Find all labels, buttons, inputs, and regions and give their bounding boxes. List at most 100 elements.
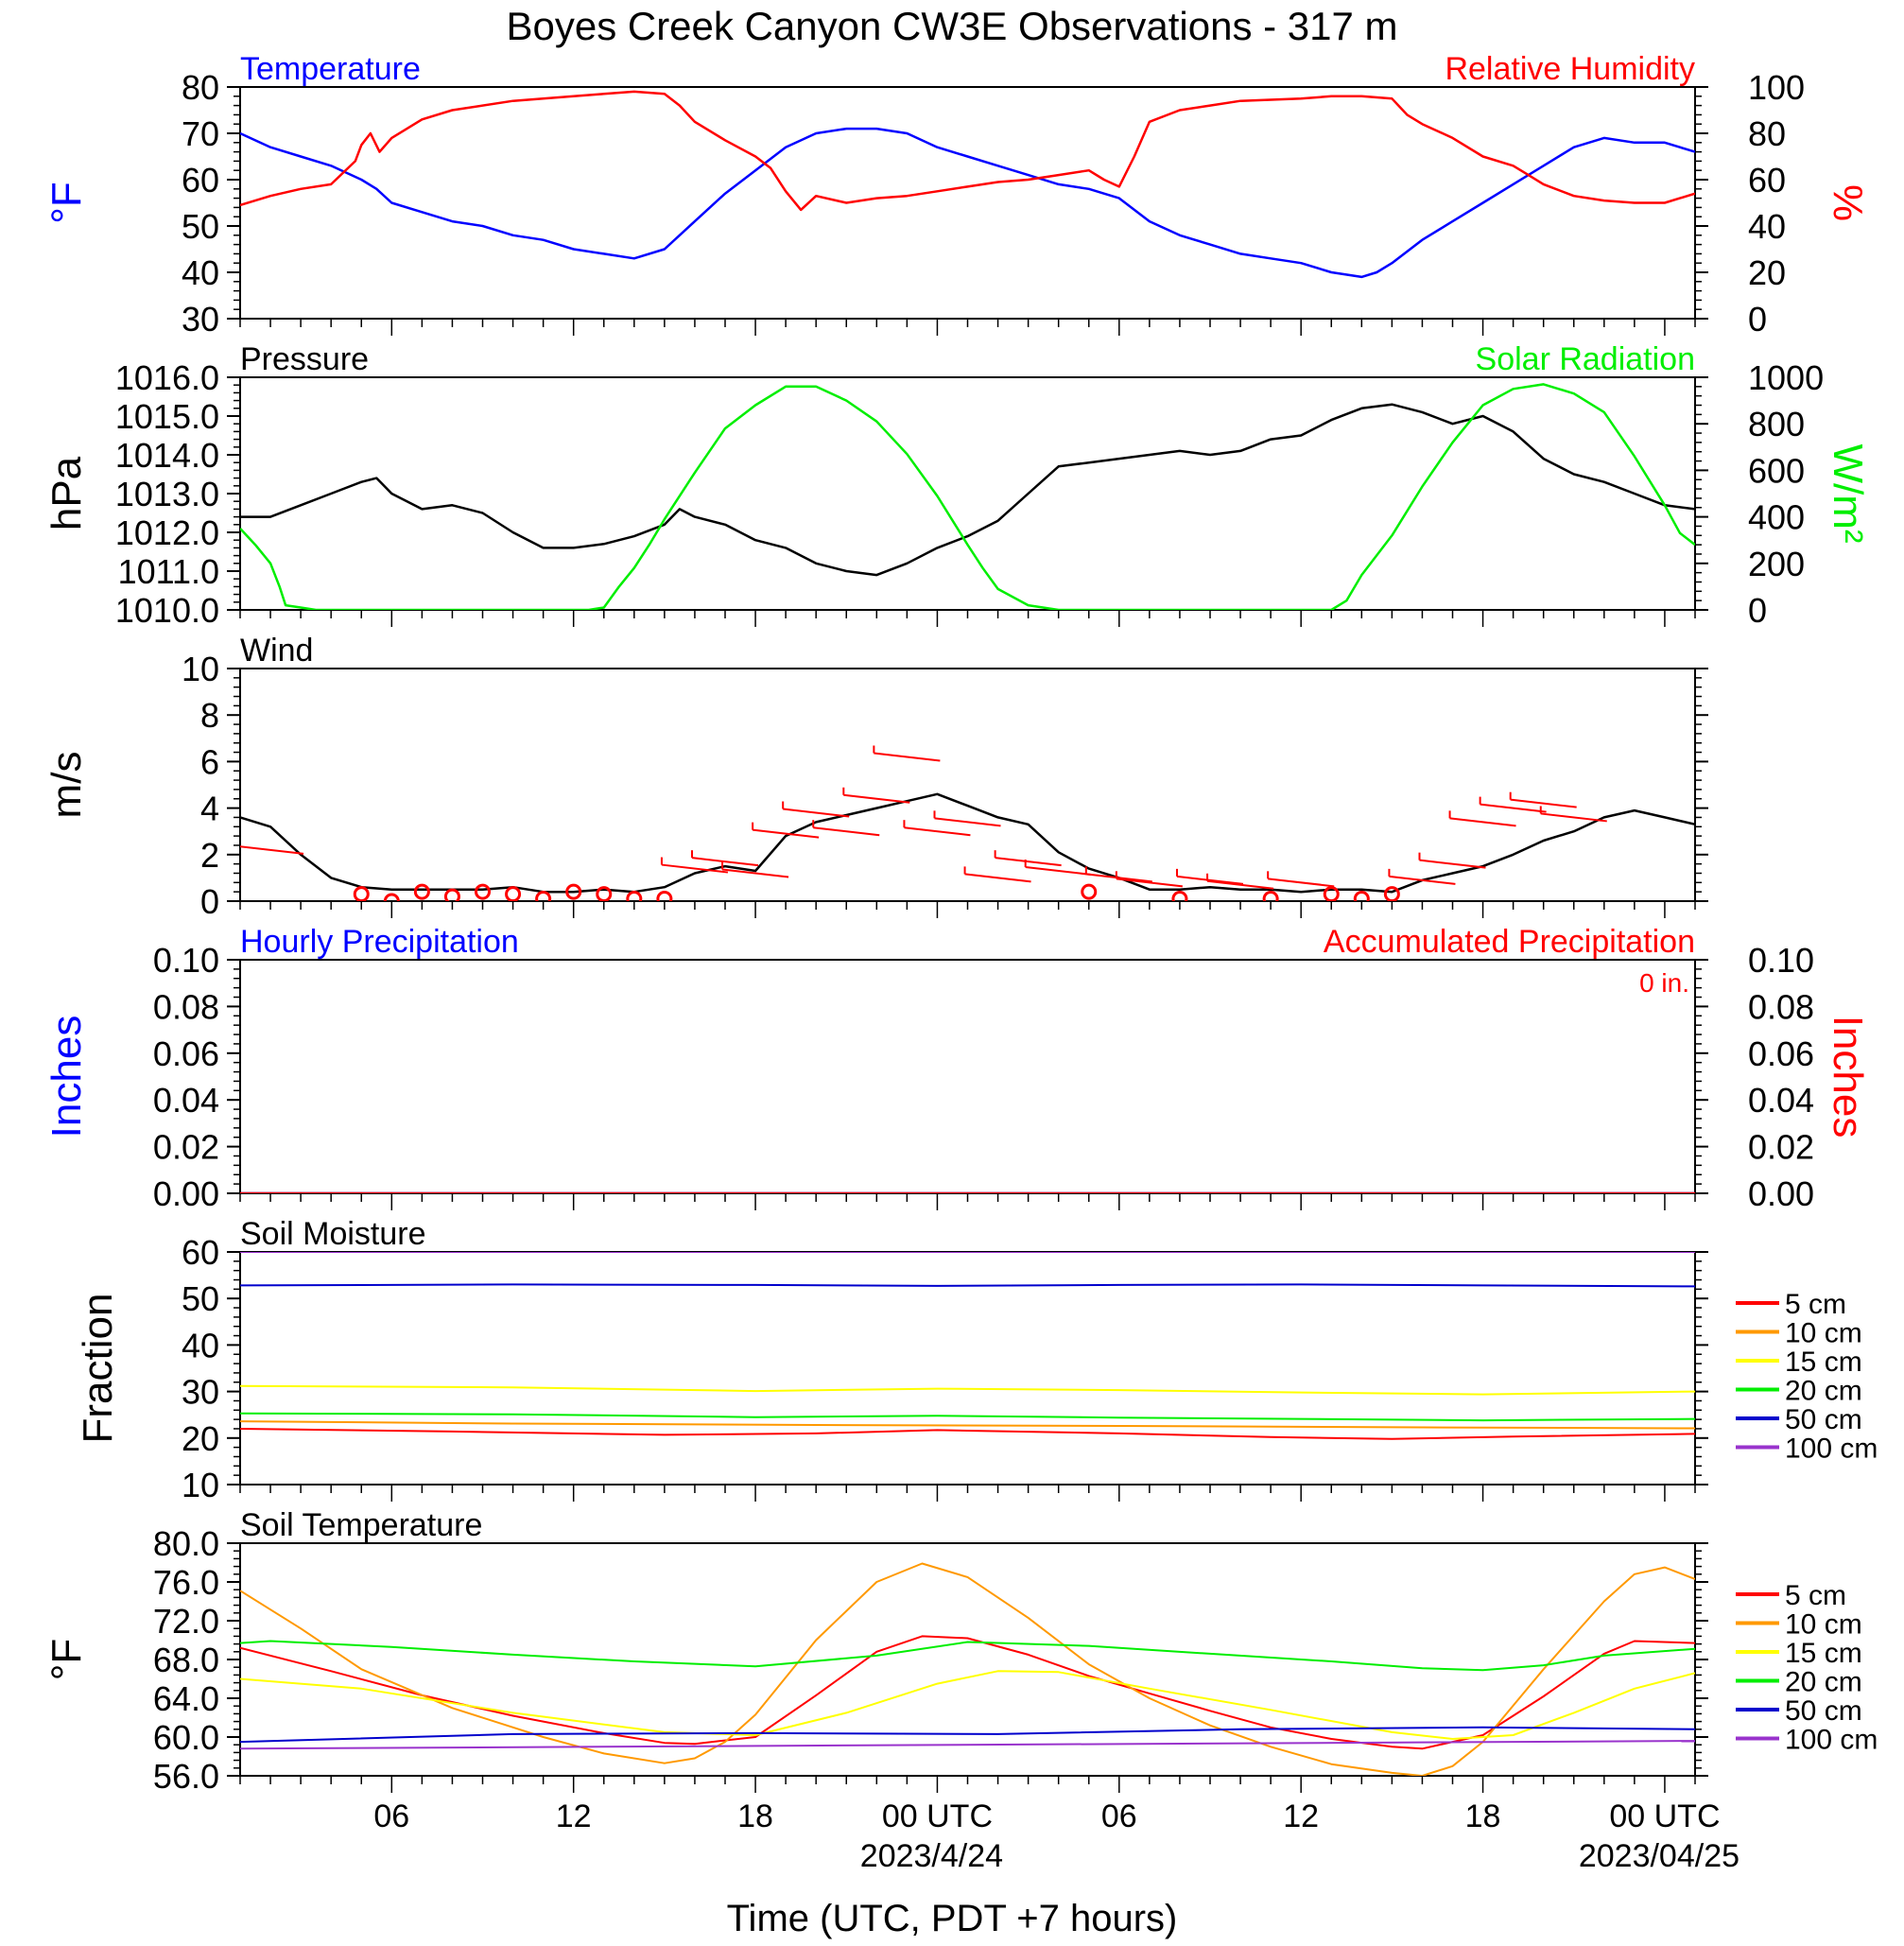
y-tick-label: 0.08 [153, 987, 219, 1026]
panel-title-left: Soil Moisture [240, 1216, 426, 1252]
y-tick-label: 1011.0 [118, 552, 219, 591]
wind-barb-calm [475, 883, 491, 900]
wind-barb-shaft [934, 817, 1001, 827]
wind-barb-shaft [1480, 803, 1547, 813]
y-tick-label: 1015.0 [115, 397, 219, 436]
wind-barb-shaft [1085, 873, 1152, 883]
figure-title: Boyes Creek Canyon CW3E Observations - 3… [506, 4, 1397, 48]
y-right-tick-label: 80 [1748, 114, 1786, 153]
series-group [240, 745, 1695, 901]
series-temperature [240, 127, 1695, 279]
time-axis: 06 12 18 00 UTC 06 12 18 00 UTC 2023/4/24 2023/04… [373, 1798, 1740, 1874]
x-tick-label: 00 UTC [882, 1798, 993, 1834]
y-right-tick-label: 60 [1748, 161, 1786, 200]
y-unit-left: Inches [43, 1016, 90, 1138]
series-20-cm [240, 1640, 1695, 1672]
y-unit-right: Inches [1825, 1016, 1871, 1138]
wind-barb-shaft [661, 863, 729, 874]
wind-barb-shaft [753, 828, 820, 839]
panel-temperature-humidity: 80 70 60 50 40 30 100 80 60 40 20 0 Temperature Relat… [43, 51, 1871, 339]
y-tick-label: 80.0 [153, 1524, 219, 1563]
x-tick-label: 00 UTC [1609, 1798, 1720, 1834]
series-relative-humidity [240, 90, 1695, 212]
y-tick-label: 1014.0 [115, 436, 219, 475]
y-tick-label: 60 [182, 1233, 219, 1272]
y-right-tick-label: 0 [1748, 591, 1767, 630]
panel-pressure-solar: 1016.01015.01014.01013.01012.01011.01010… [43, 341, 1871, 630]
panel-title-left: Temperature [240, 51, 421, 87]
panel-title-right: Solar Radiation [1476, 341, 1695, 377]
wind-barb-shaft [1206, 879, 1274, 890]
series-pressure [240, 403, 1695, 577]
wind-barb-shaft [783, 808, 850, 818]
wind-barb-shaft [995, 857, 1062, 867]
y-right-tick-label: 1000 [1748, 358, 1824, 397]
y-tick-label: 50 [182, 207, 219, 246]
legend-label: 50 cm [1785, 1404, 1862, 1435]
series-group [240, 383, 1695, 610]
wind-barb-shaft [1449, 817, 1516, 827]
wind-barb-shaft [1176, 875, 1244, 885]
series-100-cm [240, 1740, 1695, 1750]
x-tick-label: 18 [737, 1798, 773, 1834]
wind-barb-calm [1262, 891, 1279, 901]
y-tick-label: 20 [182, 1419, 219, 1458]
y-right-tick-label: 0.00 [1748, 1174, 1814, 1213]
y-tick-label: 0.04 [153, 1081, 219, 1120]
wind-barb-shaft [1268, 877, 1335, 888]
plot-frame [239, 86, 1696, 320]
wind-barb-shaft [240, 845, 304, 855]
legend-label: 100 cm [1785, 1433, 1878, 1465]
y-unit-left: m/s [43, 752, 90, 819]
panel-title-left: Wind [240, 633, 313, 669]
legend-label: 50 cm [1785, 1695, 1862, 1727]
wind-barb-calm [565, 883, 582, 900]
y-tick-label: 50 [182, 1279, 219, 1318]
legend-label: 5 cm [1785, 1580, 1846, 1611]
wind-barb-calm [1081, 883, 1098, 900]
legend-label: 20 cm [1785, 1376, 1862, 1407]
y-tick-label: 70 [182, 114, 219, 153]
series-group [240, 1562, 1695, 1776]
y-unit-left: Fraction [75, 1294, 121, 1444]
y-right-tick-label: 0 [1748, 300, 1767, 339]
y-tick-label: 0.00 [153, 1174, 219, 1213]
legend-label: 100 cm [1785, 1725, 1878, 1756]
y-tick-label: 68.0 [153, 1641, 219, 1679]
wind-barb-shaft [1419, 859, 1486, 869]
y-tick-label: 56.0 [153, 1757, 219, 1796]
y-tick-label: 6 [200, 742, 219, 781]
panel-annotation: 0 in. [1639, 968, 1689, 998]
panel-title-left: Pressure [240, 341, 369, 377]
panel-title-left: Soil Temperature [240, 1507, 482, 1543]
x-date-label: 2023/4/24 [860, 1838, 1003, 1874]
y-tick-label: 0.10 [153, 941, 219, 980]
wind-barb-calm [383, 893, 400, 901]
y-tick-label: 1013.0 [115, 475, 219, 513]
y-right-tick-label: 0.04 [1748, 1081, 1814, 1120]
y-right-tick-label: 800 [1748, 405, 1805, 443]
wind-barb-calm [535, 891, 552, 901]
x-tick-label: 06 [1101, 1798, 1137, 1834]
wind-barb-calm [1383, 886, 1400, 901]
wind-barb-calm [656, 891, 673, 901]
x-tick-label: 06 [373, 1798, 409, 1834]
y-unit-left: °F [43, 1639, 90, 1680]
y-tick-label: 30 [182, 1373, 219, 1412]
y-unit-left: hPa [43, 456, 90, 530]
panel-soil-moisture: 60 50 40 30 20 10 Soil Moisture Fraction 5 cm10 … [75, 1216, 1878, 1504]
wind-barb-shaft [1116, 877, 1183, 888]
series-wind [240, 792, 1695, 894]
y-right-tick-label: 200 [1748, 545, 1805, 583]
panel-title-right: Relative Humidity [1445, 51, 1695, 87]
y-tick-label: 10 [182, 650, 219, 688]
panel-wind: 10 8 6 4 2 0 Wind m/s [43, 633, 1708, 921]
y-tick-label: 4 [200, 790, 219, 828]
legend-label: 15 cm [1785, 1638, 1862, 1669]
y-tick-label: 2 [200, 836, 219, 875]
y-right-tick-label: 0.08 [1748, 987, 1814, 1026]
wind-barb-calm [1353, 891, 1370, 901]
wind-barb-shaft [874, 752, 941, 762]
series-solar-radiation [240, 383, 1695, 610]
